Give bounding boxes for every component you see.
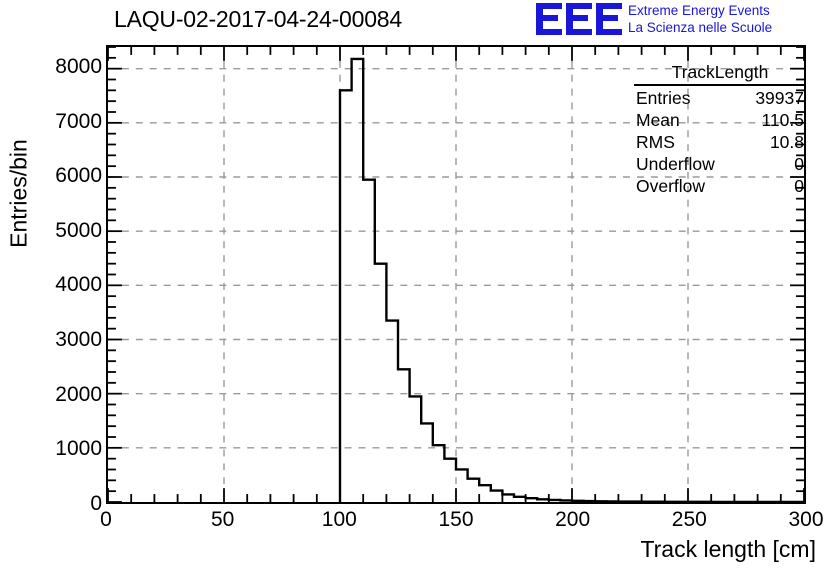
y-axis-tick-label: 7000 [55,109,102,133]
stats-row-key: RMS [636,132,675,152]
y-axis-tick-label: 5000 [55,218,102,242]
stats-row-value: 110.5 [761,110,805,130]
stats-row-value: 39937 [755,88,804,108]
stats-row-key: Underflow [636,154,715,174]
eee-logo-text: Extreme Energy Events La Scienza nelle S… [628,2,772,36]
y-axis-tick-label: 1000 [55,437,102,461]
x-axis-tick-label: 200 [555,508,591,531]
histogram-series [338,57,806,504]
x-axis-tick-label: 300 [788,508,824,531]
x-axis-tick-label: 250 [671,508,707,531]
stats-title: TrackLength [634,62,806,86]
plot-frame [106,45,806,504]
stats-row-value: 0 [794,176,804,196]
x-axis-tick-label: 100 [321,508,357,531]
axis-ticks [107,46,805,503]
stats-row: Overflow 0 [634,174,806,196]
stats-row: Entries 39937 [634,86,806,108]
stats-row: RMS 10.8 [634,130,806,152]
stats-rows: Entries 39937 Mean 110.5 RMS 10.8 Underflow 0 Ov… [634,86,806,196]
eee-logo: Extreme Energy Events La Scienza nelle S… [536,2,836,38]
stats-row-value: 10.8 [769,132,804,152]
y-axis-tick-label: 4000 [55,273,102,297]
y-axis-tick-labels: 0 1000 2000 3000 4000 5000 6000 7000 8000 [28,45,102,515]
y-axis-tick-label: 6000 [55,164,102,188]
y-axis-tick-label: 3000 [55,328,102,352]
x-axis-tick-label: 150 [438,508,474,531]
eee-logo-mark [536,3,622,35]
x-axis-title: Track length [cm] [640,536,816,562]
y-axis-tick-label: 8000 [55,54,102,78]
x-axis-tick-label: 0 [100,508,112,531]
stats-row-key: Mean [636,110,680,130]
y-axis-tick-label: 0 [90,492,102,515]
stats-box: TrackLength Entries 39937 Mean 110.5 RMS 10.8… [634,62,806,196]
x-axis-tick-label: 50 [210,508,235,531]
stats-row-value: 0 [794,154,804,174]
y-axis-tick-label: 2000 [55,382,102,406]
stats-row: Underflow 0 [634,152,806,174]
page-title: LAQU-02-2017-04-24-00084 [113,6,402,32]
eee-logo-line2: La Scienza nelle Scuole [628,20,773,35]
stats-row-key: Overflow [636,176,706,196]
x-axis-tick-labels: 0 50 100 150 200 250 300 [100,508,823,538]
stats-row-key: Entries [636,88,691,108]
eee-logo-line1: Extreme Energy Events [628,3,770,18]
stats-row: Mean 110.5 [634,108,806,130]
